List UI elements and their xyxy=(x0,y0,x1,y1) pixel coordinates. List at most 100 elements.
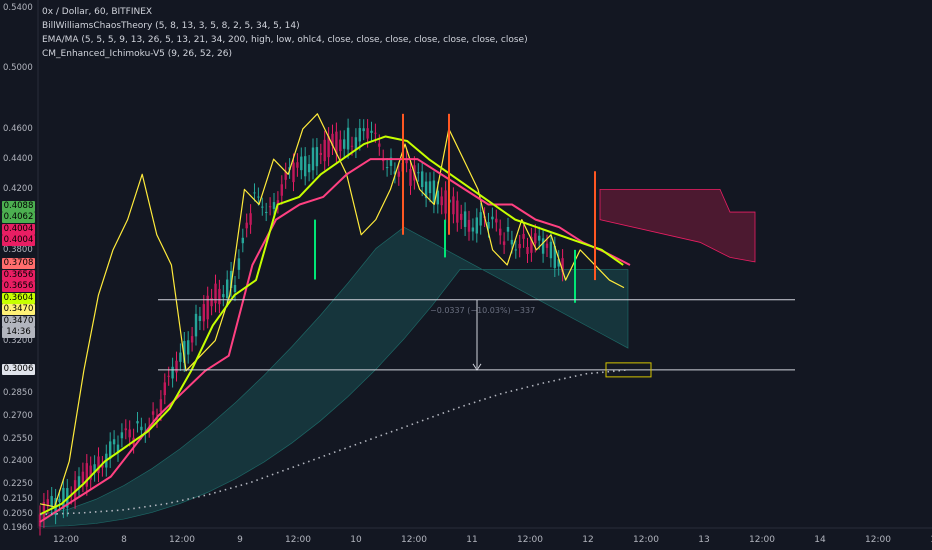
candle xyxy=(405,159,408,164)
candle xyxy=(557,259,560,267)
measure-arrowhead xyxy=(472,363,482,371)
series-line-yellow xyxy=(39,113,625,508)
candle xyxy=(561,258,564,273)
candle xyxy=(479,212,482,226)
candle xyxy=(249,213,252,225)
candle xyxy=(292,162,295,183)
candle xyxy=(218,288,221,305)
candle xyxy=(327,136,330,158)
candle xyxy=(229,271,233,289)
candle xyxy=(210,297,213,307)
candle xyxy=(226,279,229,299)
time-tick: 12:00 xyxy=(517,535,543,545)
candle xyxy=(417,172,420,174)
candle xyxy=(77,476,81,488)
candle xyxy=(385,167,389,169)
time-tick: 12:00 xyxy=(401,535,427,545)
candle xyxy=(159,399,163,412)
price-tick: 0.4200 xyxy=(3,184,33,195)
target-box xyxy=(605,362,652,378)
candle xyxy=(389,157,393,166)
candle xyxy=(467,219,471,232)
candle xyxy=(428,181,432,194)
candle xyxy=(475,217,478,234)
candle xyxy=(491,216,494,220)
candle xyxy=(257,196,260,198)
candle xyxy=(81,471,85,484)
indicator-ichimoku[interactable]: CM_Enhanced_Ichimoku-V5 (9, 26, 52, 26) xyxy=(42,49,233,59)
candle xyxy=(38,514,42,527)
candle xyxy=(526,246,529,254)
price-tick: 0.2250 xyxy=(3,479,33,490)
candle xyxy=(487,221,490,229)
candle xyxy=(206,295,209,320)
candle xyxy=(323,139,326,162)
time-tick: 12 xyxy=(582,535,594,545)
candle xyxy=(545,243,549,248)
candle xyxy=(495,218,498,223)
price-tick: 0.4600 xyxy=(3,123,33,134)
price-label: 0.3470 xyxy=(2,304,35,316)
ichimoku-cloud-red xyxy=(599,188,756,263)
symbol-title[interactable]: 0x / Dollar, 60, BITFINEX xyxy=(42,7,153,17)
candle xyxy=(374,132,377,134)
candle xyxy=(280,184,283,196)
candle xyxy=(109,441,112,459)
candle xyxy=(362,128,365,132)
candle xyxy=(319,152,322,155)
candle xyxy=(366,128,369,139)
candle xyxy=(85,463,88,487)
candle xyxy=(541,238,545,254)
candle xyxy=(397,171,400,177)
candle xyxy=(378,143,381,147)
candle xyxy=(549,241,553,259)
time-tick: 14 xyxy=(814,535,826,545)
indicator-ema-ma[interactable]: EMA/MA (5, 5, 5, 9, 13, 26, 5, 13, 21, 3… xyxy=(42,35,528,45)
candle xyxy=(311,147,315,171)
candle xyxy=(183,341,186,363)
candle xyxy=(300,156,303,171)
candle xyxy=(304,156,307,177)
candle xyxy=(471,227,475,232)
candle xyxy=(268,206,272,208)
candle xyxy=(436,190,439,205)
candle xyxy=(343,139,346,149)
candle xyxy=(440,196,443,206)
candle xyxy=(424,181,428,199)
candle xyxy=(120,432,124,439)
candle xyxy=(284,171,287,180)
time-tick: 12:00 xyxy=(633,535,659,545)
candle xyxy=(190,336,194,343)
candle xyxy=(315,147,319,167)
series-line-green xyxy=(39,135,624,516)
candle xyxy=(187,340,190,355)
candle xyxy=(194,313,198,337)
candle xyxy=(167,375,170,377)
indicator-chaos-theory[interactable]: BillWilliamsChaosTheory (5, 8, 13, 3, 5,… xyxy=(42,21,300,31)
candle xyxy=(62,487,65,510)
candle xyxy=(128,429,131,438)
candle xyxy=(163,382,166,396)
chart-legend: 0x / Dollar, 60, BITFINEX BillWilliamsCh… xyxy=(42,5,528,61)
candle xyxy=(553,245,556,268)
candle xyxy=(358,128,361,142)
ichimoku-cloud-green xyxy=(39,226,629,527)
time-tick: 12:00 xyxy=(285,535,311,545)
candle xyxy=(409,169,412,186)
time-tick: 12:00 xyxy=(53,535,79,545)
candle xyxy=(538,235,541,241)
candle xyxy=(370,130,373,133)
price-tick: 0.5400 xyxy=(3,3,33,13)
candle xyxy=(124,428,127,431)
candle xyxy=(460,213,463,220)
candle xyxy=(179,352,182,362)
candle xyxy=(198,316,202,321)
candle xyxy=(432,180,436,205)
time-tick: 13 xyxy=(698,535,710,545)
candle xyxy=(101,465,104,468)
time-tick: 8 xyxy=(121,535,127,545)
price-label: 0.4062 xyxy=(2,212,35,224)
candle xyxy=(93,464,96,473)
price-label: 14:36 xyxy=(2,327,35,339)
